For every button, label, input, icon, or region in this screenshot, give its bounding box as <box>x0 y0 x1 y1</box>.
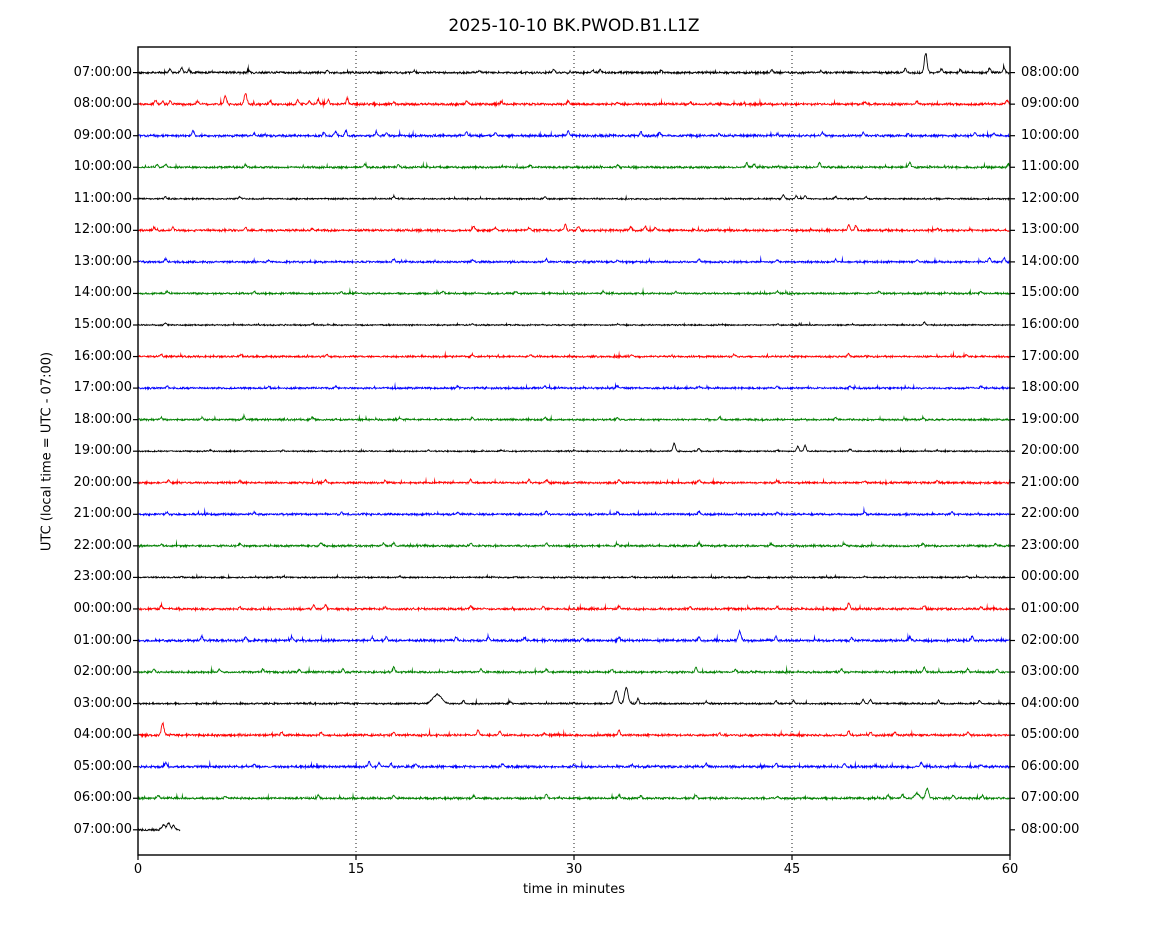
y-tick-label-local: 14:00:00 <box>1021 253 1080 269</box>
y-tick-label-local: 15:00:00 <box>1021 285 1080 301</box>
x-tick-label: 45 <box>783 862 801 877</box>
y-tick-label-local: 07:00:00 <box>1021 790 1080 806</box>
y-tick-label-utc: 17:00:00 <box>73 380 132 396</box>
y-tick-label-local: 02:00:00 <box>1021 632 1080 648</box>
y-tick-label-local: 10:00:00 <box>1021 127 1080 143</box>
y-tick-label-local: 20:00:00 <box>1021 443 1080 459</box>
y-tick-label-utc: 07:00:00 <box>73 821 132 837</box>
y-tick-label-local: 03:00:00 <box>1021 664 1080 680</box>
x-tick-label: 0 <box>133 862 143 877</box>
y-tick-label-utc: 21:00:00 <box>73 506 132 522</box>
y-tick-label-local: 16:00:00 <box>1021 317 1080 332</box>
y-tick-label-local: 05:00:00 <box>1021 727 1080 743</box>
y-tick-label-utc: 20:00:00 <box>73 474 132 490</box>
y-tick-label-local: 04:00:00 <box>1021 695 1080 711</box>
y-tick-label-local: 01:00:00 <box>1021 600 1080 616</box>
y-tick-label-utc: 06:00:00 <box>73 790 132 806</box>
y-tick-label-utc: 12:00:00 <box>73 222 132 238</box>
y-tick-label-utc: 00:00:00 <box>73 600 132 616</box>
y-tick-label-utc: 01:00:00 <box>73 632 132 648</box>
y-tick-label-utc: 04:00:00 <box>73 727 132 743</box>
y-tick-label-local: 00:00:00 <box>1021 569 1080 585</box>
chart-title: 2025-10-10 BK.PWOD.B1.L1Z <box>448 16 700 36</box>
x-tick-label: 15 <box>347 862 365 877</box>
y-tick-label-utc: 19:00:00 <box>73 443 132 459</box>
y-tick-label-utc: 13:00:00 <box>73 253 132 269</box>
x-tick-label: 30 <box>565 862 583 877</box>
y-tick-label-utc: 10:00:00 <box>73 159 132 175</box>
y-tick-label-utc: 16:00:00 <box>73 348 132 364</box>
y-tick-label-utc: 15:00:00 <box>73 317 132 332</box>
y-tick-label-local: 18:00:00 <box>1021 380 1080 396</box>
y-tick-label-utc: 05:00:00 <box>73 758 132 774</box>
y-tick-label-utc: 07:00:00 <box>73 64 132 80</box>
x-tick-label: 60 <box>1001 862 1019 877</box>
y-tick-label-local: 13:00:00 <box>1021 222 1080 238</box>
y-tick-label-utc: 09:00:00 <box>73 127 132 143</box>
x-axis-label: time in minutes <box>522 882 626 897</box>
y-tick-label-utc: 11:00:00 <box>73 190 132 206</box>
y-tick-label-utc: 14:00:00 <box>73 285 132 301</box>
y-tick-label-local: 12:00:00 <box>1021 190 1080 206</box>
y-tick-label-utc: 18:00:00 <box>73 411 132 427</box>
y-tick-label-local: 22:00:00 <box>1021 506 1080 522</box>
y-tick-label-local: 06:00:00 <box>1021 758 1080 774</box>
y-tick-label-local: 08:00:00 <box>1021 821 1080 837</box>
y-tick-label-utc: 02:00:00 <box>73 664 132 680</box>
y-tick-label-local: 11:00:00 <box>1021 159 1080 175</box>
y-tick-label-utc: 22:00:00 <box>73 537 132 553</box>
y-tick-label-utc: 03:00:00 <box>73 695 132 711</box>
y-tick-label-local: 17:00:00 <box>1021 348 1080 364</box>
y-tick-label-local: 19:00:00 <box>1021 411 1080 427</box>
y-tick-label-utc: 08:00:00 <box>73 96 132 112</box>
y-tick-label-local: 23:00:00 <box>1021 537 1080 553</box>
y-tick-label-local: 09:00:00 <box>1021 96 1080 112</box>
y-tick-label-local: 21:00:00 <box>1021 474 1080 490</box>
y-tick-label-utc: 23:00:00 <box>73 569 132 585</box>
y-tick-label-local: 08:00:00 <box>1021 64 1080 80</box>
